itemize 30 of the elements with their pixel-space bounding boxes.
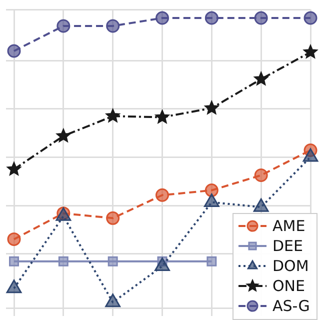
- point: [204, 100, 219, 114]
- point: [106, 211, 120, 225]
- legend-label: DOM: [272, 256, 309, 275]
- point: [56, 19, 70, 33]
- point: [156, 188, 169, 202]
- point: [56, 128, 71, 142]
- point: [6, 162, 22, 176]
- legend-label: AS-G: [272, 296, 310, 315]
- point: [254, 168, 268, 182]
- point: [7, 44, 21, 58]
- point: [303, 44, 318, 58]
- point: [254, 11, 268, 25]
- legend-label: AME: [272, 216, 306, 235]
- legend-label: ONE: [272, 276, 306, 295]
- point: [7, 232, 21, 246]
- point: [106, 19, 120, 33]
- legend-label: DEE: [272, 236, 304, 255]
- point: [304, 11, 318, 25]
- point: [254, 72, 268, 86]
- point: [6, 280, 22, 294]
- point: [155, 110, 170, 124]
- point: [106, 108, 120, 122]
- point: [58, 256, 68, 266]
- point: [105, 294, 121, 308]
- point: [9, 256, 19, 266]
- point: [204, 11, 218, 25]
- point: [204, 184, 218, 198]
- point: [156, 11, 169, 25]
- point: [206, 256, 217, 266]
- point: [108, 256, 118, 266]
